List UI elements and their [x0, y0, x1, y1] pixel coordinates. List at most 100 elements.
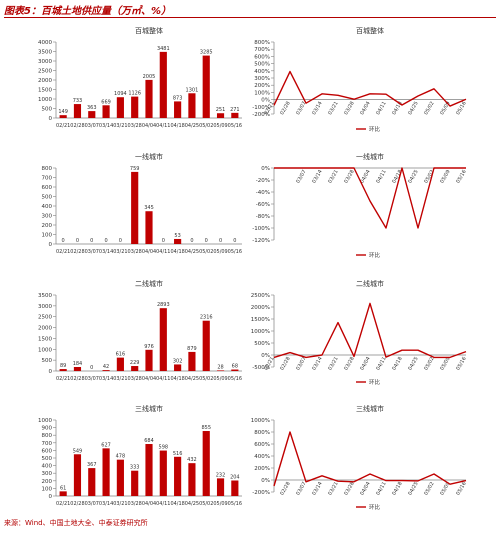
- x-tick-label: 02/28: [279, 101, 291, 116]
- y-tick-label: 3000: [38, 304, 52, 310]
- y-tick-label: 600%: [254, 442, 270, 448]
- y-tick-label: 500: [42, 456, 53, 462]
- series-line-huanbi: [273, 302, 467, 359]
- y-tick-label: -120%: [252, 238, 270, 244]
- bar: [202, 431, 210, 496]
- x-tick-label: 03/07: [295, 169, 307, 184]
- line-chart-overall: 百城整体 -200%-100%0% 100%200%300%400%500% 600%…: [252, 26, 467, 133]
- y-tick-label: 1000: [38, 97, 52, 103]
- bar: [131, 470, 139, 496]
- bar: [159, 51, 167, 118]
- data-label: 251: [216, 107, 226, 113]
- y-tick-label: 400: [42, 464, 53, 470]
- data-label: 879: [187, 346, 197, 352]
- data-label: 363: [87, 105, 97, 111]
- bar: [73, 367, 82, 371]
- chart-title: 一线城市: [135, 152, 163, 161]
- y-tick-label: 500: [42, 195, 53, 201]
- data-label: 684: [144, 438, 154, 444]
- x-tick-label: 05/16: [455, 169, 467, 184]
- bar: [174, 456, 182, 496]
- chart-title: 三线城市: [356, 404, 384, 413]
- y-tick-label: 2500: [38, 69, 52, 75]
- y-tick-label: -200%: [252, 490, 270, 496]
- x-tick-label: 04/11: [375, 101, 387, 116]
- bar: [174, 101, 182, 118]
- bar-chart-tier2: 二线城市 0 500 1000 1500 2000 2500 3000 3500 89 184 0 42…: [38, 279, 243, 382]
- bar: [145, 349, 153, 371]
- data-label: 345: [144, 205, 154, 211]
- chart-title: 百城整体: [356, 26, 384, 35]
- y-tick-label: 800%: [254, 40, 270, 46]
- data-label: 61: [60, 485, 66, 491]
- bar: [73, 454, 82, 496]
- line-chart-tier1: 一线城市 -120% -100% -80% -60% -40% -20% 0% 03/07 03/…: [252, 152, 467, 259]
- x-tick-label: 03/21: [327, 481, 339, 496]
- chart-title: 二线城市: [356, 279, 384, 288]
- bar: [102, 105, 110, 118]
- data-label: 549: [73, 448, 83, 454]
- y-tick-label: -100%: [252, 105, 270, 111]
- x-tick-label: 05/09: [439, 356, 451, 371]
- bar: [145, 444, 153, 496]
- bar: [73, 104, 82, 118]
- y-tick-label: 0%: [261, 353, 270, 359]
- data-label: 1301: [186, 87, 199, 93]
- data-label: 0: [190, 238, 193, 244]
- data-label: 0: [219, 238, 222, 244]
- x-tick-labels: 02/2102/2803/0703/1403/2103/2804/0404/11…: [56, 501, 243, 507]
- data-label: 1126: [128, 91, 141, 97]
- x-tick-label: 05/09: [439, 101, 451, 116]
- data-label: 516: [173, 451, 183, 457]
- data-label: 0: [233, 238, 236, 244]
- x-tick-label: 03/07: [295, 481, 307, 496]
- y-tick-label: 700: [42, 441, 53, 447]
- chart-panel-4: 一线城市 -120% -100% -80% -60% -40% -20% 0% 03/07 03/…: [248, 148, 472, 262]
- y-tick-label: 4000: [38, 40, 52, 46]
- x-tick-label: 04/04: [359, 356, 371, 371]
- chart-panel-5: 二线城市 0 500 1000 1500 2000 2500 3000 3500 89 184 0 42…: [24, 275, 248, 389]
- bar: [231, 369, 239, 371]
- data-label: 2316: [200, 315, 213, 321]
- bar: [145, 79, 153, 118]
- bar: [159, 308, 167, 371]
- x-tick-label: 05/09: [439, 169, 451, 184]
- data-label: 3285: [200, 50, 213, 56]
- bar: [159, 450, 167, 496]
- bar: [216, 113, 225, 118]
- data-label: 367: [87, 462, 97, 468]
- x-tick-label: 02/28: [279, 481, 291, 496]
- data-label: 204: [230, 474, 240, 480]
- bar: [59, 115, 67, 118]
- data-label: 28: [217, 364, 223, 370]
- y-tick-label: 0: [49, 369, 53, 375]
- x-tick-label: 03/21: [327, 101, 339, 116]
- y-tick-label: 3500: [38, 50, 52, 56]
- x-tick-labels: 02/2102/2803/0703/1403/2103/2804/0404/11…: [56, 249, 243, 255]
- x-tick-label: 03/28: [343, 481, 355, 496]
- chart-panel-3: 一线城市 0 100 200 300 400 500 600 700 800 0 0 0 0 0 759 345…: [24, 148, 248, 262]
- data-label: 68: [232, 364, 238, 370]
- y-tick-label: 100%: [254, 90, 270, 96]
- x-tick-label: 03/28: [343, 356, 355, 371]
- bar: [116, 357, 124, 371]
- y-tick-label: -60%: [256, 202, 270, 208]
- y-tick-label: -200%: [252, 112, 270, 118]
- y-tick-label: 200: [42, 223, 53, 229]
- x-tick-labels: 02/2102/2803/0703/1403/2103/2804/0404/11…: [56, 123, 243, 129]
- bar: [116, 459, 124, 496]
- y-tick-label: -40%: [256, 190, 270, 196]
- y-tick-label: 600: [42, 448, 53, 454]
- data-label: 616: [116, 352, 126, 358]
- series-line-huanbi: [273, 431, 467, 487]
- data-label: 759: [130, 166, 140, 172]
- data-label: 1094: [114, 91, 127, 97]
- x-tick-label: 04/18: [391, 481, 403, 496]
- x-tick-label: 04/25: [407, 101, 419, 116]
- x-tick-label: 05/16: [455, 356, 467, 371]
- x-tick-label: 03/14: [311, 101, 323, 116]
- y-tick-label: 500: [42, 107, 53, 113]
- bar: [174, 364, 182, 371]
- data-label: 0: [90, 365, 93, 371]
- bar: [131, 366, 139, 371]
